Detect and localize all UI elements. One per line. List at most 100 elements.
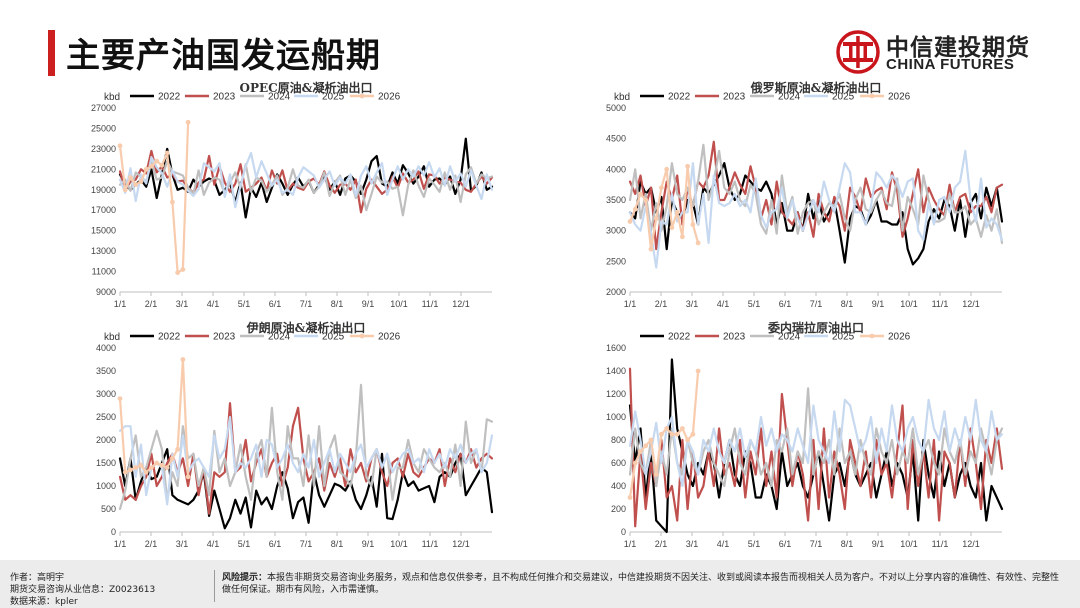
- license-number: Z0023613: [109, 585, 156, 595]
- x-tick-label: 11/1: [932, 539, 949, 549]
- legend-label: 2025: [832, 332, 855, 343]
- x-tick-label: 5/1: [748, 539, 761, 549]
- legend-label: 2025: [322, 92, 345, 103]
- y-axis-label: kbd: [614, 92, 630, 103]
- legend-label: 2026: [888, 332, 911, 343]
- legend-label: 2025: [322, 332, 345, 343]
- series-line-2025: [628, 398, 1004, 488]
- x-tick-label: 1/1: [624, 539, 637, 549]
- y-tick-label: 2000: [606, 287, 626, 297]
- y-tick-label: 600: [611, 458, 626, 468]
- x-tick-label: 9/1: [872, 299, 885, 309]
- logo-chinese-name: 中信建投期货: [886, 35, 1030, 61]
- legend-label: 2024: [778, 92, 801, 103]
- chart-title: 委内瑞拉原油出口: [767, 320, 864, 335]
- series-point-2026: [648, 437, 654, 443]
- legend-label: 2026: [378, 332, 401, 343]
- y-tick-label: 800: [611, 435, 626, 445]
- legend-label: 2022: [158, 92, 181, 103]
- x-tick-label: 4/1: [207, 299, 220, 309]
- chart-svg: 委内瑞拉原油出口 0 200 400 600 800 1000 1200 1400 1600 1/1…: [606, 320, 1004, 549]
- y-tick-label: 25000: [91, 123, 116, 133]
- series-point-2026: [674, 209, 680, 215]
- x-tick-label: 2/1: [655, 539, 668, 549]
- x-tick-label: 2/1: [655, 299, 668, 309]
- page-title: 主要产油国发运船期: [66, 36, 381, 76]
- legend-label: 2025: [832, 92, 855, 103]
- y-axis-label: kbd: [104, 332, 120, 343]
- series-point-2026: [638, 191, 643, 197]
- x-tick-label: 12/1: [962, 299, 980, 309]
- series-point-2026: [133, 465, 139, 470]
- series-point-2026: [653, 472, 659, 477]
- y-tick-label: 4000: [606, 164, 626, 174]
- x-tick-label: 6/1: [779, 539, 792, 549]
- x-tick-label: 1/1: [624, 299, 637, 309]
- series-line-2024: [118, 160, 494, 217]
- citic-emblem-icon: [836, 30, 880, 74]
- legend-label: 2023: [213, 92, 236, 103]
- series-point-2026: [695, 368, 701, 374]
- x-tick-label: 5/1: [238, 299, 251, 309]
- data-source: kpler: [55, 597, 78, 607]
- x-tick-label: 9/1: [362, 539, 375, 549]
- series-point-2026: [669, 431, 675, 437]
- x-tick-label: 6/1: [269, 539, 282, 549]
- series-point-2026: [154, 460, 160, 466]
- series-point-2026: [138, 179, 144, 184]
- y-tick-label: 27000: [91, 103, 116, 113]
- y-tick-label: 13000: [91, 246, 116, 256]
- y-tick-label: 3500: [96, 366, 116, 376]
- series-point-2026: [149, 465, 154, 470]
- series-point-2026: [695, 240, 701, 246]
- series-point-2026: [627, 219, 633, 224]
- series-point-2026: [185, 474, 191, 480]
- x-tick-label: 12/1: [452, 539, 470, 549]
- x-tick-label: 6/1: [269, 299, 282, 309]
- y-tick-label: 1400: [606, 366, 626, 376]
- x-tick-label: 8/1: [331, 299, 344, 309]
- series-point-2026: [164, 465, 170, 470]
- series-point-2026: [659, 185, 664, 191]
- y-tick-label: 1200: [606, 389, 626, 399]
- title-accent-bar: [48, 30, 55, 76]
- series-point-2026: [690, 431, 696, 437]
- chart-venezuela-exports: 委内瑞拉原油出口 0 200 400 600 800 1000 1200 1400 1600 1/1…: [570, 318, 1010, 554]
- x-tick-label: 3/1: [686, 539, 699, 549]
- x-tick-label: 5/1: [238, 539, 251, 549]
- author-name: 高明宇: [37, 573, 65, 583]
- x-tick-label: 3/1: [176, 299, 189, 309]
- series-point-2026: [180, 357, 186, 362]
- x-tick-label: 12/1: [962, 539, 980, 549]
- series-point-2026: [643, 443, 649, 449]
- series-point-2026: [154, 158, 160, 164]
- x-tick-label: 10/1: [900, 299, 918, 309]
- x-tick-label: 6/1: [779, 299, 792, 309]
- chart-title: 俄罗斯原油&凝析油出口: [750, 80, 882, 95]
- x-tick-label: 4/1: [717, 539, 730, 549]
- series-point-2026: [679, 426, 685, 431]
- series-point-2026: [149, 163, 154, 169]
- footer-meta: 作者：高明宇 期货交易咨询从业信息：Z0023613 数据来源：kpler: [10, 572, 155, 608]
- x-tick-label: 2/1: [145, 539, 158, 549]
- x-tick-label: 4/1: [717, 299, 730, 309]
- series-line-2024: [628, 387, 1004, 488]
- license-line: 期货交易咨询从业信息：Z0023613: [10, 585, 156, 595]
- series-line-2026: [118, 121, 190, 274]
- y-tick-label: 3000: [606, 226, 626, 236]
- y-tick-label: 2500: [606, 256, 626, 266]
- y-tick-label: 200: [611, 504, 626, 514]
- legend-label: 2026: [378, 92, 401, 103]
- y-tick-label: 23000: [91, 144, 116, 154]
- y-tick-label: 21000: [91, 164, 116, 174]
- series-point-2026: [133, 182, 139, 188]
- y-tick-label: 1000: [606, 412, 626, 422]
- x-tick-label: 3/1: [176, 539, 189, 549]
- company-logo: 中信建投期货 CHINA FUTURES: [834, 26, 1044, 78]
- series-line-2022: [118, 448, 494, 530]
- series-point-2026: [143, 166, 149, 172]
- legend-label: 2023: [723, 92, 746, 103]
- series-point-2026: [659, 431, 664, 437]
- y-tick-label: 9000: [96, 287, 116, 297]
- chart-opec-exports: OPEC原油&凝析油出口 kbd 9000 11000 13000 15000 17000 1…: [60, 78, 500, 314]
